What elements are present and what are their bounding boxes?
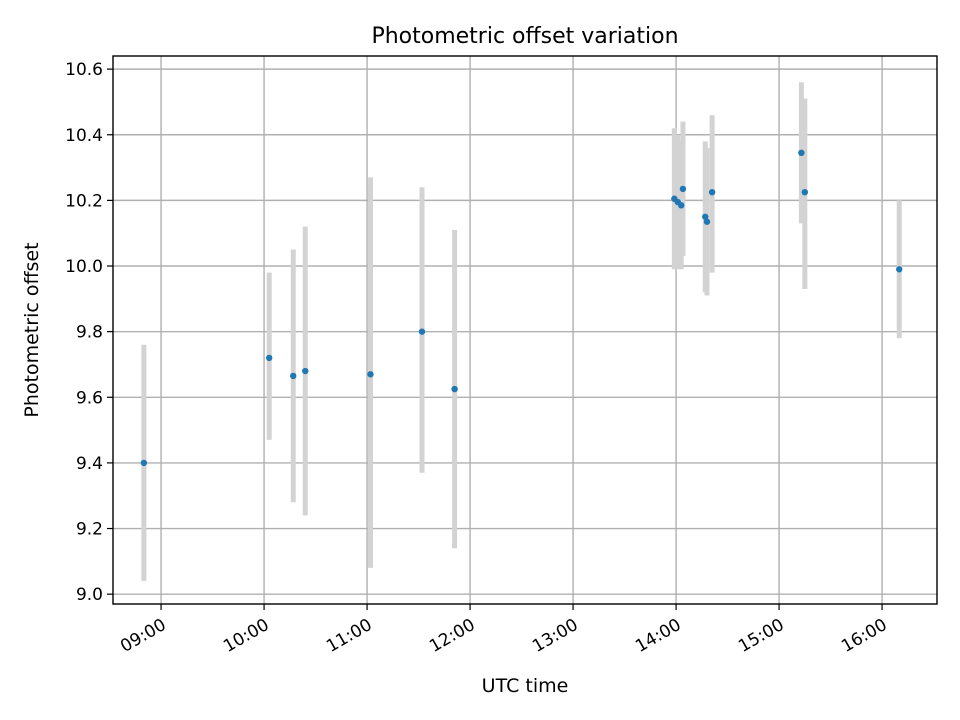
plot-area-background (113, 56, 937, 604)
data-point (801, 188, 809, 196)
y-tick-label: 10.0 (65, 257, 103, 277)
data-point (140, 459, 148, 467)
data-point (451, 385, 458, 393)
data-point (678, 202, 685, 209)
y-tick-label: 10.2 (65, 191, 103, 211)
grid-lines (113, 56, 937, 604)
y-tick-label: 9.4 (76, 454, 103, 474)
y-tick-label: 9.2 (76, 520, 103, 540)
plot-frame (112, 55, 938, 605)
y-tick-label: 10.6 (65, 60, 103, 80)
x-axis-label: UTC time (482, 675, 569, 697)
y-tick-label: 9.6 (76, 388, 103, 408)
y-axis-label: Photometric offset (21, 242, 43, 417)
data-point (679, 185, 687, 193)
data-point (302, 367, 309, 375)
data-point (367, 371, 374, 378)
data-point (702, 213, 709, 220)
data-point (703, 218, 711, 225)
data-point (418, 328, 426, 335)
chart-title: Photometric offset variation (371, 24, 678, 49)
data-point (708, 188, 716, 196)
y-tick-label: 9.8 (76, 323, 103, 343)
y-tick-label: 9.0 (76, 585, 103, 605)
data-point (266, 354, 273, 362)
data-points (140, 149, 903, 467)
data-point (798, 149, 805, 157)
y-tick-label: 10.4 (65, 126, 103, 146)
data-point (290, 372, 297, 380)
data-point (896, 266, 903, 273)
